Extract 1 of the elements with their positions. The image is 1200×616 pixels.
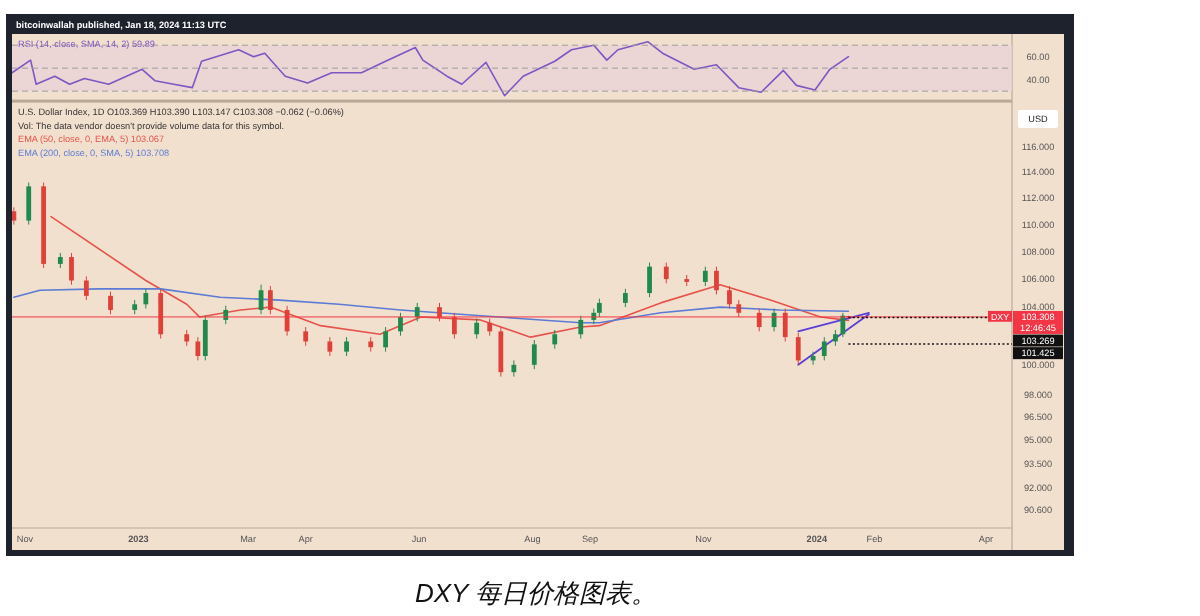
text: DXY 每日价格图表。	[414, 578, 658, 608]
